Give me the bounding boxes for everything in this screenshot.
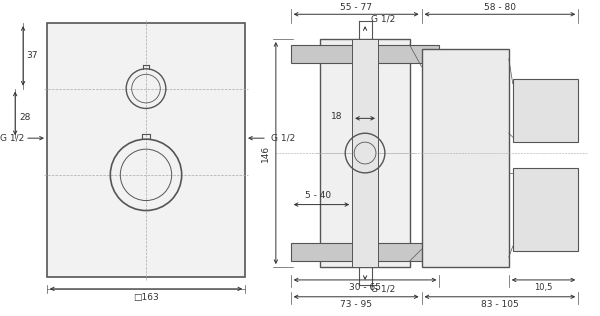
Text: 73 - 95: 73 - 95 [340, 300, 372, 309]
Polygon shape [47, 23, 245, 277]
Polygon shape [352, 39, 378, 267]
Text: 10,5: 10,5 [535, 283, 553, 292]
Text: 83 - 105: 83 - 105 [481, 300, 519, 309]
Text: 18: 18 [331, 112, 342, 121]
Polygon shape [291, 45, 439, 63]
Text: G 1/2: G 1/2 [371, 15, 395, 24]
Text: □163: □163 [133, 293, 159, 302]
Polygon shape [513, 79, 578, 142]
Polygon shape [422, 49, 509, 267]
Text: G 1/2: G 1/2 [371, 284, 395, 293]
Polygon shape [291, 243, 439, 261]
Text: 5 - 40: 5 - 40 [305, 191, 332, 200]
Text: 37: 37 [26, 52, 38, 60]
Text: 146: 146 [262, 144, 271, 161]
Polygon shape [320, 39, 410, 267]
Text: G 1/2: G 1/2 [271, 134, 295, 143]
Text: G 1/2: G 1/2 [0, 134, 24, 143]
Text: 30 - 65: 30 - 65 [349, 283, 381, 292]
Polygon shape [513, 168, 578, 251]
Text: 55 - 77: 55 - 77 [340, 3, 372, 12]
Text: 28: 28 [19, 113, 31, 122]
Text: 58 - 80: 58 - 80 [484, 3, 516, 12]
